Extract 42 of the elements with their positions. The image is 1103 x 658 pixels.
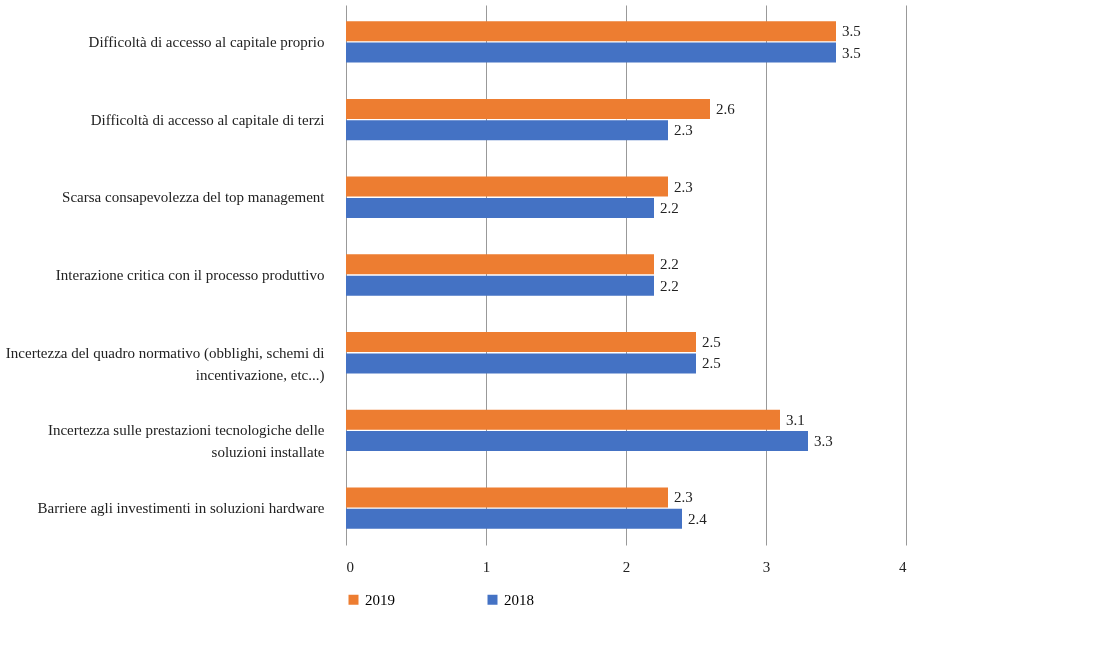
data-label: 2.4 <box>688 510 708 527</box>
data-label: 3.5 <box>842 23 861 40</box>
data-label: 3.1 <box>786 411 805 428</box>
x-tick-label: 1 <box>482 558 491 575</box>
data-label: 2.2 <box>660 277 679 294</box>
data-label: 2.3 <box>674 178 693 195</box>
bar <box>346 42 836 63</box>
y-tick-label: Incertezza del quadro normativo (obblighi, schemi di incentivazione, etc...) <box>5 344 325 384</box>
data-label: 2.5 <box>702 334 721 351</box>
bar <box>346 409 780 430</box>
bar <box>346 431 808 452</box>
data-label: 2.6 <box>716 100 736 117</box>
x-tick-label: 0 <box>346 558 354 575</box>
y-tick-label: Interazione critica con il processo produttivo <box>55 267 325 283</box>
bar <box>346 275 654 296</box>
bar <box>346 508 682 529</box>
legend-label: 2018 <box>504 591 534 608</box>
bar <box>346 254 654 275</box>
data-label: 2.3 <box>674 122 693 139</box>
legend-label: 2019 <box>365 591 395 608</box>
data-label: 2.5 <box>702 355 721 372</box>
data-label: 3.5 <box>842 44 861 61</box>
bar <box>346 176 668 197</box>
bar <box>346 197 654 218</box>
y-tick-label: Incertezza sulle prestazioni tecnologiche delle soluzioni installate <box>47 422 325 461</box>
bar <box>346 98 710 119</box>
x-tick-label: 2 <box>622 558 631 575</box>
y-tick-label: Scarsa consapevolezza del top management <box>62 189 326 206</box>
y-tick-label: Difficoltà di accesso al capitale proprio <box>88 33 325 50</box>
bar <box>346 487 668 508</box>
x-tick-label: 4 <box>899 558 907 575</box>
y-tick-label: Barriere agli investimenti in soluzioni hardware <box>37 500 325 517</box>
y-tick-label: Difficoltà di accesso al capitale di terzi <box>90 111 325 128</box>
data-label: 2.3 <box>674 489 693 506</box>
data-label: 2.2 <box>660 256 679 273</box>
bar <box>346 21 836 42</box>
data-label: 2.2 <box>660 199 679 216</box>
bar <box>346 120 668 141</box>
x-tick-label: 3 <box>762 558 771 575</box>
bar <box>346 353 696 374</box>
data-label: 3.3 <box>814 433 833 450</box>
bar <box>346 332 696 353</box>
